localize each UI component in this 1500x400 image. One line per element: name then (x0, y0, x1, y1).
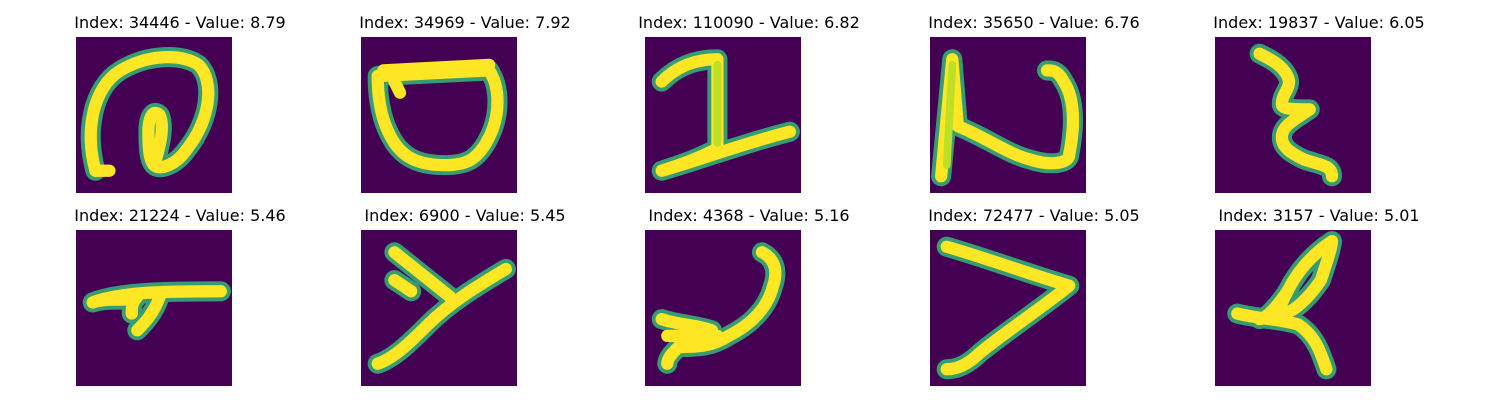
y-like-shape-icon (361, 230, 517, 386)
panel-title: Index: 110090 - Value: 6.82 (638, 13, 860, 32)
panel-title: Index: 6900 - Value: 5.45 (364, 206, 566, 225)
n-like-shape-icon (930, 37, 1086, 193)
glyph-image (930, 37, 1086, 193)
glyph-image (76, 230, 232, 386)
glyph-image (930, 230, 1086, 386)
panel-title: Index: 34446 - Value: 8.79 (74, 13, 286, 32)
glyph-image (361, 230, 517, 386)
panel-title: Index: 21224 - Value: 5.46 (74, 206, 286, 225)
glyph-image (645, 230, 801, 386)
two-like-shape-icon (645, 37, 801, 193)
greater-than-shape-icon (930, 230, 1086, 386)
panel-title: Index: 35650 - Value: 6.76 (928, 13, 1140, 32)
digit-zero-loop-icon (76, 37, 232, 193)
panel-title: Index: 19837 - Value: 6.05 (1213, 13, 1425, 32)
hook-shape-icon (645, 230, 801, 386)
zigzag-shape-icon (1215, 37, 1371, 193)
loop-cross-shape-icon (1215, 230, 1371, 386)
panel-title: Index: 34969 - Value: 7.92 (359, 13, 571, 32)
loop-shape-icon (361, 37, 517, 193)
glyph-image (1215, 230, 1371, 386)
panel-title: Index: 4368 - Value: 5.16 (648, 206, 850, 225)
glyph-image (76, 37, 232, 193)
glyph-image (361, 37, 517, 193)
glyph-image (1215, 37, 1371, 193)
t-like-shape-icon (76, 230, 232, 386)
panel-title: Index: 3157 - Value: 5.01 (1218, 206, 1420, 225)
glyph-image (645, 37, 801, 193)
panel-title: Index: 72477 - Value: 5.05 (928, 206, 1140, 225)
